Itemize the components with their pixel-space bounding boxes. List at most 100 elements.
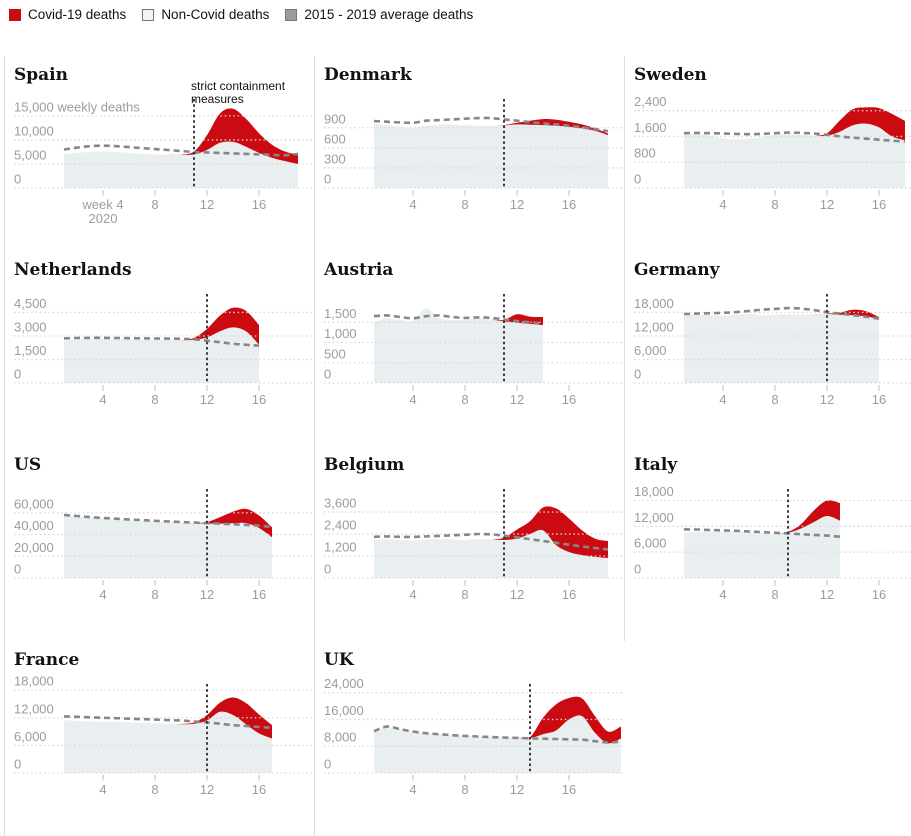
chart-panel-denmark: Denmark 0 300 600 900 4 8 12 16 [314, 56, 624, 251]
chart-title: Netherlands [14, 260, 132, 280]
x-axis-label-year: 2020 [89, 211, 118, 226]
chart-panel-germany: Germany 0 6,000 12,000 18,000 4 8 12 16 [624, 251, 911, 446]
y-axis-label: 6,000 [634, 536, 667, 551]
legend-item-noncovid: Non-Covid deaths [142, 7, 269, 22]
y-axis-label: 0 [14, 367, 21, 382]
chart-title: UK [324, 650, 354, 670]
x-axis-label: 8 [151, 587, 158, 602]
y-axis-label: 12,000 [634, 319, 674, 334]
covid-swatch-icon [9, 8, 21, 21]
x-axis-label: 8 [461, 782, 468, 797]
chart-svg: 0 6,000 12,000 18,000 4 8 12 16 [14, 674, 314, 797]
legend-label-average: 2015 - 2019 average deaths [304, 7, 474, 22]
chart-title: Germany [634, 260, 720, 280]
y-axis-label: 40,000 [14, 518, 54, 533]
y-axis-label: 6,000 [14, 729, 47, 744]
chart-svg: 0 1,500 3,000 4,500 4 8 12 16 [14, 294, 314, 407]
x-axis-label: 16 [872, 392, 886, 407]
x-axis-label: 16 [252, 587, 266, 602]
y-axis-label: 18,000 [634, 484, 674, 499]
chart-panel-sweden: Sweden 0 800 1,600 2,400 4 8 12 16 [624, 56, 911, 251]
x-axis-label: 8 [771, 197, 778, 212]
y-axis-label: 0 [324, 172, 331, 187]
y-axis-label: 0 [324, 757, 331, 772]
x-axis-label: 12 [200, 587, 214, 602]
y-axis-label: 500 [324, 346, 346, 361]
chart-panel-belgium: Belgium 0 1,200 2,400 3,600 4 8 12 16 [314, 446, 624, 641]
x-axis-label: 16 [562, 392, 576, 407]
y-axis-label: 24,000 [324, 676, 364, 691]
chart-panel-spain: Spain 0 5,000 10,000 15,000 weekly deaths wee… [4, 56, 314, 251]
y-axis-label: 60,000 [14, 496, 54, 511]
chart-svg: 0 300 600 900 4 8 12 16 [324, 99, 624, 212]
legend-item-average: 2015 - 2019 average deaths [285, 7, 473, 22]
y-axis-label: 4,500 [14, 296, 47, 311]
x-axis-label: 12 [820, 392, 834, 407]
y-axis-label: 2,400 [634, 94, 667, 109]
covid-area [194, 508, 272, 538]
x-axis-label: 12 [200, 392, 214, 407]
x-axis-label: 12 [200, 782, 214, 797]
x-axis-label: 16 [252, 392, 266, 407]
chart-svg: 0 800 1,600 2,400 4 8 12 16 [634, 94, 911, 212]
chart-title: Sweden [634, 65, 707, 85]
y-axis-label: 1,500 [14, 343, 47, 358]
y-axis-label: 5,000 [14, 147, 47, 162]
y-axis-label: 0 [14, 172, 21, 187]
chart-title: Belgium [324, 455, 405, 475]
y-axis-label: 900 [324, 111, 346, 126]
x-axis-label: 8 [771, 392, 778, 407]
average-line [373, 725, 622, 744]
chart-panel-netherlands: Netherlands 0 1,500 3,000 4,500 4 8 12 16 [4, 251, 314, 446]
covid-area [168, 108, 298, 164]
chart-title: US [14, 455, 42, 475]
noncovid-area [684, 123, 905, 188]
x-axis-label: 16 [252, 782, 266, 797]
chart-panel-us: US 0 20,000 40,000 60,000 4 8 12 16 [4, 446, 314, 641]
average-line [683, 528, 841, 538]
legend-label-covid: Covid-19 deaths [28, 7, 127, 22]
chart-svg: 0 20,000 40,000 60,000 4 8 12 16 [14, 489, 314, 602]
covid-area [491, 314, 543, 326]
y-axis-label: 1,600 [634, 120, 667, 135]
chart-panel-italy: Italy 0 6,000 12,000 18,000 4 8 12 16 [624, 446, 911, 641]
average-line [373, 314, 544, 325]
y-axis-label: 16,000 [324, 703, 364, 718]
x-axis-label: 4 [719, 392, 726, 407]
x-axis-label: 4 [409, 782, 416, 797]
x-axis-label: 4 [99, 392, 106, 407]
x-axis-label: 4 [99, 587, 106, 602]
chart-svg: 0 6,000 12,000 18,000 4 8 12 16 [634, 484, 911, 602]
x-axis-label: 4 [409, 587, 416, 602]
covid-area [168, 697, 272, 739]
y-axis-label: 18,000 [14, 674, 54, 689]
average-line [63, 144, 299, 157]
x-axis-label: 12 [510, 782, 524, 797]
chart-title: Denmark [324, 65, 412, 85]
y-axis-label: 1,200 [324, 540, 357, 555]
covid-area [814, 107, 905, 141]
legend: Covid-19 deaths Non-Covid deaths 2015 - … [0, 0, 911, 22]
legend-label-noncovid: Non-Covid deaths [161, 7, 270, 22]
average-line [373, 532, 609, 551]
charts-grid: Spain 0 5,000 10,000 15,000 weekly deaths wee… [0, 56, 911, 836]
noncovid-area [684, 515, 840, 578]
x-axis-label: 12 [510, 587, 524, 602]
x-axis-label: 8 [461, 587, 468, 602]
y-axis-label: 6,000 [634, 343, 667, 358]
chart-panel-france: France 0 6,000 12,000 18,000 4 8 12 16 [4, 641, 314, 836]
covid-area [491, 119, 608, 136]
average-line [63, 336, 260, 347]
y-axis-label: 0 [14, 757, 21, 772]
chart-svg: 0 8,000 16,000 24,000 4 8 12 16 [324, 676, 624, 797]
noncovid-area [64, 515, 272, 578]
x-axis-label: week 4 [81, 197, 123, 212]
y-axis-label: 18,000 [634, 296, 674, 311]
x-axis-label: 8 [151, 782, 158, 797]
x-axis-label: 16 [562, 587, 576, 602]
y-axis-label: 0 [14, 562, 21, 577]
y-axis-label: 0 [634, 562, 641, 577]
chart-panel-austria: Austria 0 500 1,000 1,500 4 8 12 16 [314, 251, 624, 446]
chart-title: Italy [634, 455, 678, 475]
x-axis-label: 12 [820, 197, 834, 212]
